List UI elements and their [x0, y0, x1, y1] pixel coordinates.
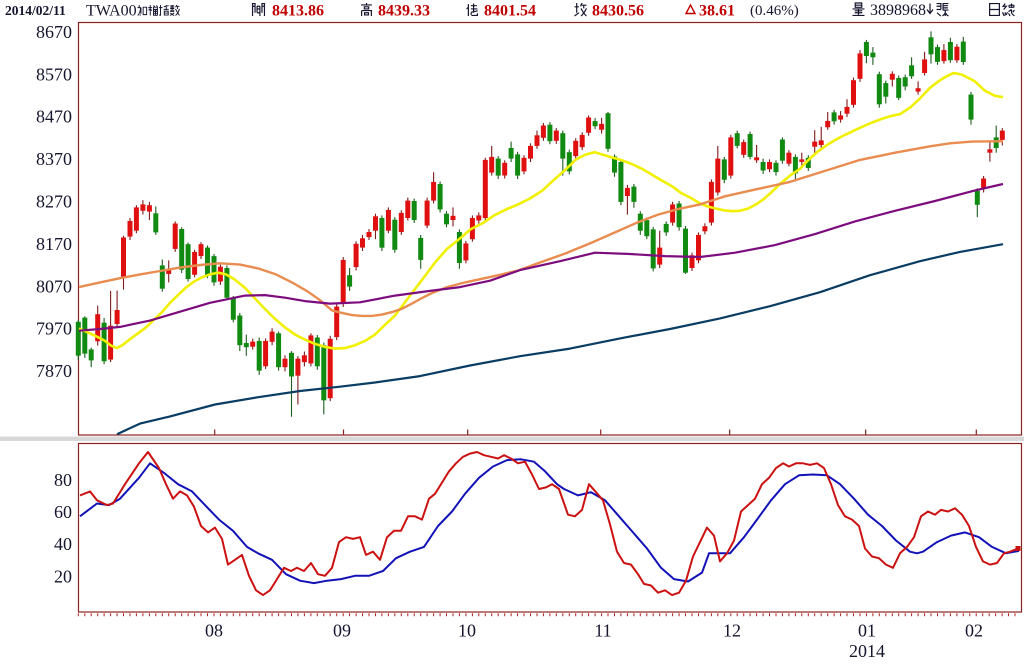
svg-text:8401.54: 8401.54 [484, 3, 536, 20]
svg-text:(0.46%): (0.46%) [750, 3, 799, 19]
svg-text:3898968: 3898968 [870, 2, 926, 19]
svg-text:TWA00: TWA00 [86, 3, 137, 20]
svg-text:38.61: 38.61 [699, 3, 735, 20]
svg-text:02: 02 [965, 621, 983, 641]
svg-text:11: 11 [594, 621, 611, 641]
svg-text:8439.33: 8439.33 [378, 3, 430, 20]
svg-text:40: 40 [54, 534, 72, 554]
svg-text:80: 80 [54, 470, 72, 490]
svg-text:8570: 8570 [36, 64, 72, 84]
svg-text:7970: 7970 [36, 319, 72, 339]
svg-text:20: 20 [54, 566, 72, 586]
svg-text:2014/02/11: 2014/02/11 [5, 3, 66, 18]
svg-text:60: 60 [54, 502, 72, 522]
svg-text:8470: 8470 [36, 107, 72, 127]
svg-text:8430.56: 8430.56 [592, 3, 644, 20]
svg-text:08: 08 [205, 621, 223, 641]
svg-text:8170: 8170 [36, 234, 72, 254]
svg-text:2014: 2014 [849, 641, 885, 661]
svg-text:8270: 8270 [36, 192, 72, 212]
svg-text:10: 10 [458, 621, 476, 641]
svg-text:7870: 7870 [36, 361, 72, 381]
svg-text:8370: 8370 [36, 149, 72, 169]
svg-text:09: 09 [333, 621, 351, 641]
svg-text:8070: 8070 [36, 276, 72, 296]
svg-text:01: 01 [858, 621, 876, 641]
svg-text:8670: 8670 [36, 22, 72, 42]
svg-text:8413.86: 8413.86 [272, 3, 324, 20]
svg-text:12: 12 [723, 621, 741, 641]
